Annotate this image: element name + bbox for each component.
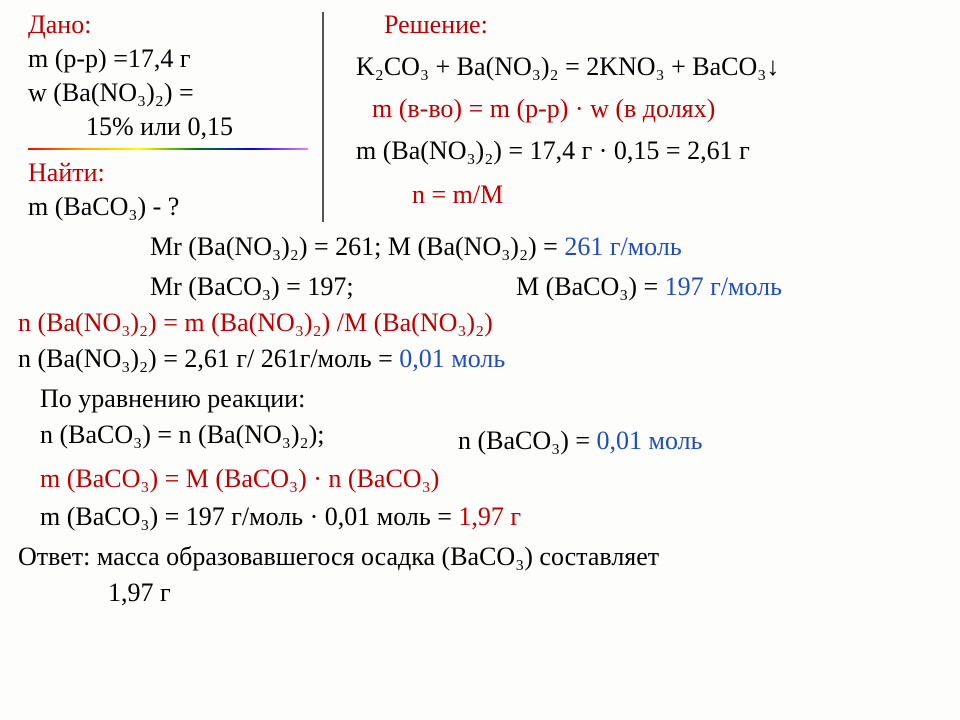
by-equation-label: По уравнению реакции: (40, 384, 305, 414)
m-baco3-M-line: M (BaCO₃) = 197 г/моль (516, 272, 782, 302)
solution-label: Решение: (384, 10, 488, 40)
n-bano3-formula: n (Ba(NO₃)₂) = m (Ba(NO₃)₂) /M (Ba(NO₃)₂… (18, 308, 493, 338)
find-label: Найти: (28, 158, 105, 188)
given-label: Дано: (28, 10, 91, 40)
formula-m-vvo: m (в-во) = m (р-р) · w (в долях) (372, 94, 715, 124)
n-baco3-eq: n (BaCO₃) = n (Ba(NO₃)₂); (40, 420, 324, 450)
formula-n: n = m/M (412, 180, 503, 210)
m-baco3-calc: m (BaCO₃) = 197 г/моль · 0,01 моль = 1,9… (40, 502, 521, 532)
reaction-equation: K₂CO₃ + Ba(NO₃)₂ = 2KNO₃ + BaCO₃↓ (356, 52, 779, 82)
m-bano3-calc: m (Ba(NO₃)₂) = 17,4 г · 0,15 = 2,61 г (356, 136, 750, 166)
n-bano3-calc: n (Ba(NO₃)₂) = 2,61 г/ 261г/моль = 0,01 … (18, 344, 505, 374)
n-bano3-calc-val: 0,01 моль (399, 344, 505, 373)
m-baco3-formula: m (BaCO₃) = M (BaCO₃) · n (BaCO₃) (40, 464, 439, 494)
vertical-divider (322, 12, 324, 222)
given-w-value: 15% или 0,15 (86, 112, 233, 142)
rainbow-separator (28, 148, 308, 150)
n-baco3-right-val: 0,01 моль (597, 426, 703, 455)
m-baco3-calc-pre: m (BaCO₃) = 197 г/моль · 0,01 моль = (40, 502, 458, 531)
given-m-rr: m (р-р) =17,4 г (28, 44, 191, 74)
answer-value: 1,97 г (108, 578, 171, 608)
mr-bano3-val: 261 г/моль (564, 232, 681, 261)
m-baco3-calc-val: 1,97 г (458, 502, 521, 531)
mr-bano3-text: Mr (Ba(NO₃)₂) = 261; M (Ba(NO₃)₂) = (150, 232, 564, 261)
answer-label: Ответ: масса образовавшегося осадка (BaC… (18, 542, 659, 572)
n-baco3-right: n (BaCO₃) = 0,01 моль (458, 426, 703, 456)
mr-bano3-line: Mr (Ba(NO₃)₂) = 261; M (Ba(NO₃)₂) = 261 … (150, 232, 682, 262)
n-baco3-right-text: n (BaCO₃) = (458, 426, 597, 455)
find-target: m (BaCO₃) - ? (28, 192, 179, 222)
given-w-label: w (Ba(NO₃)₂) = (28, 78, 194, 108)
m-baco3-M-text: M (BaCO₃) = (516, 272, 665, 301)
n-bano3-calc-pre: n (Ba(NO₃)₂) = 2,61 г/ 261г/моль = (18, 344, 399, 373)
mr-baco3-text: Mr (BaCO₃) = 197; (150, 272, 354, 302)
m-baco3-M-val: 197 г/моль (665, 272, 782, 301)
